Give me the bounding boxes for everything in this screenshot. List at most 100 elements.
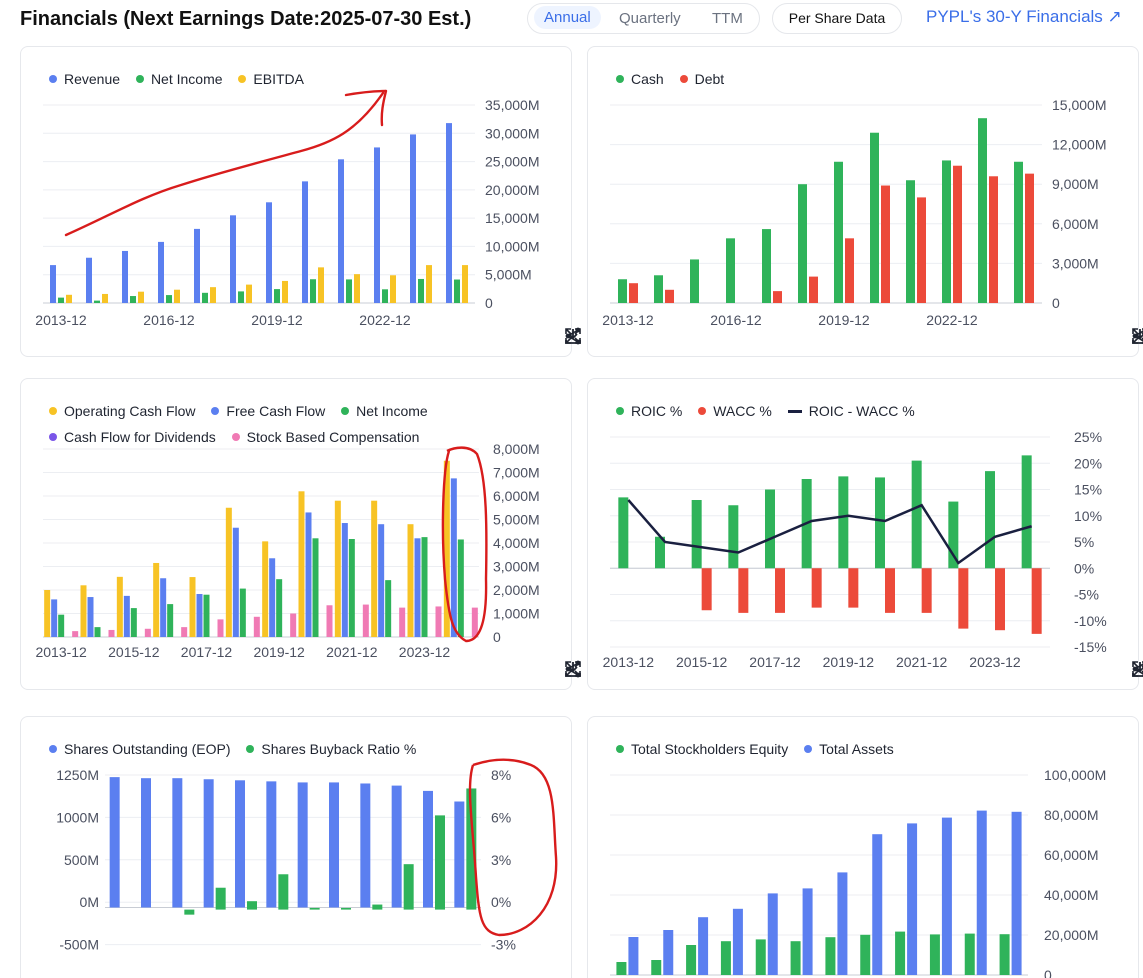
x-tick-label: 2021-12 xyxy=(896,654,948,670)
y-tick-label-left: 500M xyxy=(64,852,99,868)
bar-total-assets xyxy=(732,908,743,975)
bar-ebitda xyxy=(246,284,252,303)
bar-shares-outstanding-eop- xyxy=(172,778,183,908)
page-title: Financials (Next Earnings Date:2025-07-3… xyxy=(20,8,472,30)
bar-shares-outstanding-eop- xyxy=(203,779,214,908)
legend-stockholders-equity[interactable]: Total Stockholders Equity xyxy=(616,741,788,757)
bar-roic- xyxy=(875,477,885,569)
bar-operating-cash-flow xyxy=(298,491,305,637)
bar-net-income xyxy=(130,296,136,303)
bar-roic- xyxy=(1021,455,1032,569)
bar-revenue xyxy=(266,202,272,303)
bar-total-stockholders-equity xyxy=(616,962,627,975)
bar-shares-outstanding-eop- xyxy=(423,790,433,908)
cash-flow-card: 8,000M 7,000M 6,000M 5,000M 4,000M 3,000M 2,00… xyxy=(20,378,581,690)
expand-icon[interactable] xyxy=(1130,659,1143,679)
cash-debt-card: 15,000M 12,000M 9,000M 6,000M 3,000M 0 2013-12… xyxy=(587,46,1143,357)
bar-operating-cash-flow xyxy=(116,576,123,637)
bar-net-income xyxy=(348,539,355,637)
bar-cash xyxy=(690,259,699,303)
bar-cash xyxy=(942,160,951,303)
y-tick-label: 5,000M xyxy=(485,267,532,283)
bar-wacc- xyxy=(701,568,712,611)
legend-stock-based-compensation[interactable]: Stock Based Compensation xyxy=(231,429,419,445)
bar-free-cash-flow xyxy=(450,478,457,637)
y-tick-label: 20,000M xyxy=(1044,927,1098,943)
bar-shares-outstanding-eop- xyxy=(329,782,339,908)
bar-stock-based-compensation xyxy=(399,607,406,637)
30y-financials-link[interactable]: PYPL's 30-Y Financials ↗ xyxy=(926,7,1122,27)
tab-annual[interactable]: Annual xyxy=(534,6,601,29)
bar-net-income xyxy=(238,291,244,303)
y-tick-label: -5% xyxy=(1074,587,1099,603)
legend-ebitda[interactable]: EBITDA xyxy=(238,71,304,87)
bar-total-stockholders-equity xyxy=(860,934,871,975)
bar-ebitda xyxy=(174,289,180,303)
bar-total-stockholders-equity xyxy=(825,937,836,975)
bar-ebitda xyxy=(210,287,216,303)
x-tick-label: 2023-12 xyxy=(399,644,451,660)
bar-wacc- xyxy=(1031,568,1042,634)
legend-roic[interactable]: ROIC % xyxy=(616,403,682,419)
bar-cash xyxy=(726,238,735,303)
legend-debt[interactable]: Debt xyxy=(679,71,724,87)
per-share-data-button[interactable]: Per Share Data xyxy=(772,3,902,34)
y-tick-label: 9,000M xyxy=(1052,176,1099,192)
bar-net-income xyxy=(58,614,65,637)
legend-net-income[interactable]: Net Income xyxy=(341,403,428,419)
bar-roic- xyxy=(948,501,959,569)
y-tick-label: 30,000M xyxy=(485,125,539,141)
bar-cash xyxy=(798,184,807,303)
y-tick-label-left: -500M xyxy=(59,937,99,953)
legend-operating-cash-flow[interactable]: Operating Cash Flow xyxy=(49,403,196,419)
bar-total-stockholders-equity xyxy=(755,939,766,975)
bar-net-income xyxy=(166,295,172,303)
legend-free-cash-flow[interactable]: Free Cash Flow xyxy=(211,403,325,419)
bar-cash xyxy=(618,279,627,303)
tab-ttm[interactable]: TTM xyxy=(712,10,743,27)
bar-net-income xyxy=(239,588,246,637)
legend-net-income[interactable]: Net Income xyxy=(135,71,223,87)
bar-total-assets xyxy=(698,917,709,975)
bar-total-stockholders-equity xyxy=(720,941,731,975)
bar-operating-cash-flow xyxy=(371,500,378,637)
x-tick-label: 2021-12 xyxy=(326,644,378,660)
bar-stock-based-compensation xyxy=(108,629,115,637)
legend-revenue[interactable]: Revenue xyxy=(49,71,120,87)
bar-stock-based-compensation xyxy=(435,606,442,637)
bar-shares-buyback-ratio- xyxy=(278,874,289,910)
y-tick-label: -10% xyxy=(1074,613,1107,629)
revenue-card: 35,000M 30,000M 25,000M 20,000M 15,000M 10,00… xyxy=(20,46,581,357)
bar-stock-based-compensation xyxy=(144,628,151,637)
external-link-icon: ↗ xyxy=(1107,7,1122,26)
bar-ebitda xyxy=(138,291,144,303)
bar-debt xyxy=(809,276,818,303)
cash-flow-legend-row2: Cash Flow for Dividends Stock Based Comp… xyxy=(49,429,431,445)
bar-ebitda xyxy=(354,274,360,303)
legend-shares-outstanding[interactable]: Shares Outstanding (EOP) xyxy=(49,741,231,757)
expand-icon[interactable] xyxy=(1130,326,1143,346)
annotation-arrow xyxy=(64,89,388,237)
y-tick-label: 0 xyxy=(1044,967,1052,978)
bar-free-cash-flow xyxy=(232,527,239,637)
legend-wacc[interactable]: WACC % xyxy=(698,403,772,419)
y-tick-label-right: 6% xyxy=(491,809,511,825)
expand-icon[interactable] xyxy=(563,659,583,679)
x-tick-label: 2022-12 xyxy=(359,312,411,328)
bar-shares-outstanding-eop- xyxy=(235,780,245,908)
roic-chart: 25% 20% 15% 10% 5% 0% -5% -10% -15% 2013-12 2015-1… xyxy=(603,429,1107,670)
legend-total-assets[interactable]: Total Assets xyxy=(804,741,894,757)
bar-net-income xyxy=(274,289,280,303)
legend-buyback-ratio[interactable]: Shares Buyback Ratio % xyxy=(246,741,416,757)
period-toggle: Annual Quarterly TTM xyxy=(527,3,760,34)
legend-cash[interactable]: Cash xyxy=(616,71,664,87)
expand-icon[interactable] xyxy=(563,326,583,346)
legend-cash-flow-dividends[interactable]: Cash Flow for Dividends xyxy=(49,429,216,445)
tab-quarterly[interactable]: Quarterly xyxy=(619,10,681,27)
bar-shares-buyback-ratio- xyxy=(184,909,195,915)
bar-net-income xyxy=(167,604,174,637)
x-tick-label: 2013-12 xyxy=(35,312,87,328)
legend-roic-minus-wacc[interactable]: ROIC - WACC % xyxy=(787,403,915,419)
bar-roic- xyxy=(618,497,629,569)
bar-shares-outstanding-eop- xyxy=(266,781,277,908)
